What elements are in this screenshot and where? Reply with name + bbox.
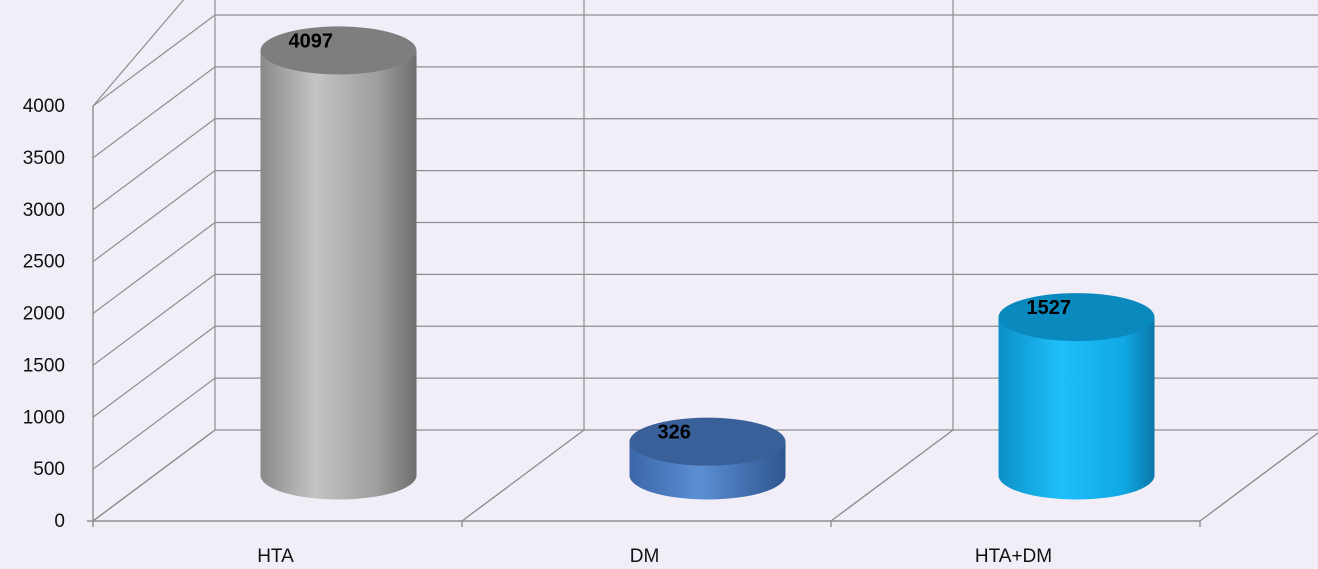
- side-gridline: [92, 377, 216, 470]
- bar-dm: [629, 417, 786, 500]
- x-axis-categories: HTA DM HTA+DM: [257, 546, 1052, 567]
- y-tick-label: 1500: [23, 355, 65, 376]
- side-gridline: [92, 222, 216, 314]
- y-tick-label: 0: [54, 511, 65, 532]
- side-gridline: [92, 325, 216, 418]
- floor-diagonal: [830, 429, 954, 522]
- data-label: 326: [658, 422, 691, 444]
- y-axis-ticks: 0 500 1000 1500 2000 2500 3000 3500 4000: [23, 96, 65, 532]
- y-tick-label: 2500: [23, 252, 65, 273]
- floor-diagonal: [461, 429, 585, 522]
- bar-top-cap: [260, 26, 417, 75]
- y-tick-label: 3000: [23, 200, 65, 221]
- y-tick-label: 1000: [23, 407, 65, 428]
- bars: [260, 26, 1155, 500]
- side-gridline: [92, 14, 216, 107]
- side-gridline: [92, 170, 216, 263]
- bar-hta-dm: [998, 293, 1155, 500]
- bar-body: [260, 50, 417, 500]
- data-label: 1527: [1027, 297, 1072, 319]
- data-label: 4097: [289, 30, 334, 52]
- bar-hta: [260, 26, 417, 500]
- category-label: HTA+DM: [975, 546, 1052, 567]
- category-label: HTA: [257, 546, 294, 567]
- side-gridline: [92, 66, 216, 159]
- bar-top-cap: [998, 293, 1155, 342]
- category-label: DM: [630, 546, 660, 567]
- y-tick-label: 500: [33, 459, 65, 480]
- y-tick-label: 4000: [23, 96, 65, 117]
- side-gridline: [92, 273, 216, 366]
- bar-body: [998, 317, 1155, 500]
- side-gridline: [92, 118, 216, 211]
- floor-diagonal: [92, 429, 216, 522]
- y-tick-label: 3500: [23, 148, 65, 169]
- bar-top-cap: [629, 417, 786, 466]
- y-tick-label: 2000: [23, 304, 65, 325]
- side-wall-top: [92, 0, 185, 107]
- floor-diagonal: [1199, 432, 1318, 522]
- axes: [87, 106, 1318, 527]
- data-labels: 4097 326 1527: [289, 30, 1072, 443]
